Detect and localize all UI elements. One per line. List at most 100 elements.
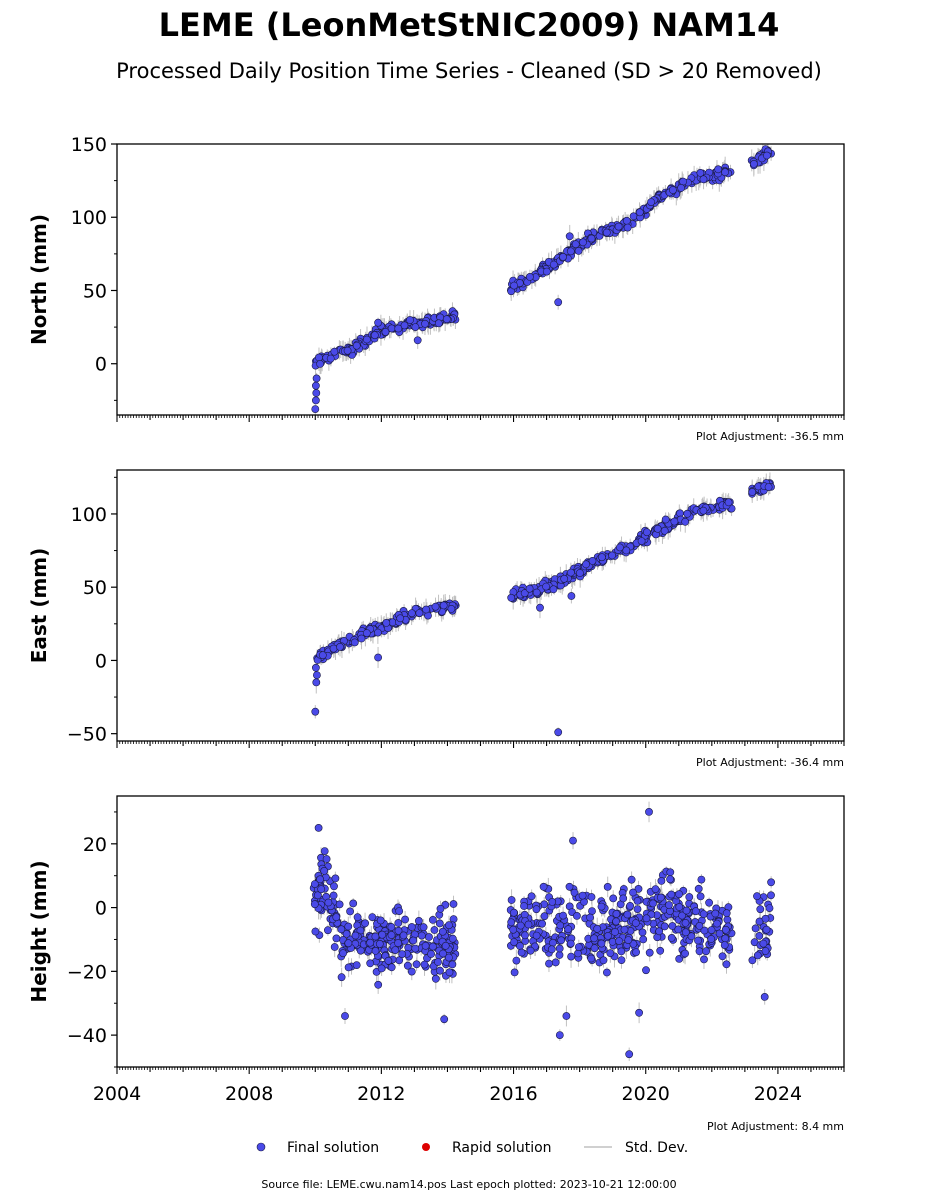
data-point [368, 913, 377, 921]
data-point [699, 910, 708, 918]
data-point [554, 298, 563, 307]
data-point [361, 919, 369, 928]
data-point [414, 917, 423, 925]
data-point [637, 537, 646, 545]
data-point [756, 905, 765, 914]
data-point [449, 900, 458, 908]
data-point [448, 934, 457, 943]
data-point [606, 949, 615, 957]
data-point [373, 628, 382, 637]
x-tick-label: 2008 [225, 1083, 273, 1105]
data-point [387, 963, 396, 972]
data-point [332, 913, 341, 922]
data-point [316, 875, 324, 884]
data-point [761, 947, 770, 955]
data-point [627, 875, 636, 884]
data-point [337, 925, 346, 934]
chart-subtitle: Processed Daily Position Time Series - C… [116, 59, 822, 83]
data-point [616, 543, 624, 552]
data-point [411, 944, 420, 953]
data-point [311, 405, 320, 413]
data-point [574, 943, 583, 951]
data-point [683, 509, 692, 518]
data-point [406, 316, 414, 324]
data-point [694, 884, 703, 893]
data-point [532, 931, 541, 940]
data-point [643, 528, 651, 537]
data-point [622, 546, 631, 555]
data-point [694, 936, 702, 945]
data-point [435, 919, 444, 928]
panel-0: 0 50 100 150 North (mm) Plot Adjustment: -36.… [27, 134, 845, 443]
data-point [445, 921, 453, 930]
data-point [395, 907, 404, 915]
data-point [588, 557, 597, 565]
data-point [700, 926, 709, 935]
data-point [722, 909, 731, 918]
data-point [403, 961, 412, 970]
data-point [536, 603, 544, 612]
plot-adjustment-note: Plot Adjustment: -36.5 mm [696, 430, 844, 443]
data-point [559, 911, 567, 920]
data-point [656, 946, 665, 955]
data-point [387, 923, 396, 931]
data-point [310, 900, 319, 909]
data-point [332, 934, 341, 943]
data-point [759, 939, 768, 948]
x-tick-label: 2016 [489, 1083, 537, 1105]
data-point [574, 246, 583, 255]
data-point [548, 898, 557, 906]
data-point [434, 958, 442, 966]
data-point [566, 939, 575, 948]
data-point [407, 967, 416, 976]
data-point [520, 589, 529, 598]
data-point [564, 925, 573, 934]
data-point [396, 614, 405, 623]
data-point [374, 980, 383, 989]
data-point [324, 898, 333, 907]
data-point [407, 923, 416, 931]
data-point [421, 319, 429, 328]
data-point [521, 931, 529, 940]
data-point [657, 877, 666, 885]
data-point [409, 936, 418, 945]
data-point [545, 959, 553, 968]
data-point [555, 951, 564, 959]
data-point [635, 1008, 643, 1017]
data-point [512, 956, 521, 965]
data-point [526, 946, 535, 955]
data-point [623, 223, 632, 232]
data-point [711, 909, 720, 918]
data-point [382, 619, 391, 627]
data-point [666, 875, 674, 884]
data-point [352, 961, 361, 969]
data-point [681, 919, 690, 927]
data-point [447, 605, 456, 613]
data-point [394, 324, 403, 333]
data-point [431, 974, 440, 983]
data-point [697, 875, 706, 884]
data-point [653, 524, 662, 533]
data-point [762, 925, 771, 934]
data-point [357, 634, 366, 643]
data-point [391, 946, 400, 954]
data-point [721, 168, 729, 177]
data-point [398, 950, 406, 958]
data-point [656, 893, 665, 902]
data-point [603, 968, 611, 977]
data-point [444, 953, 453, 962]
data-point [629, 888, 637, 897]
data-point [344, 922, 353, 931]
data-point [378, 930, 387, 939]
data-point [761, 914, 770, 923]
data-point [311, 396, 320, 405]
data-point [611, 928, 619, 936]
data-point [509, 925, 518, 934]
data-point [562, 1012, 571, 1020]
legend-final-label: Final solution [287, 1140, 379, 1156]
data-point [555, 944, 564, 953]
plot-area [309, 801, 775, 1061]
data-point [517, 948, 526, 957]
y-axis-label: North (mm) [27, 214, 51, 345]
data-point [371, 932, 380, 941]
